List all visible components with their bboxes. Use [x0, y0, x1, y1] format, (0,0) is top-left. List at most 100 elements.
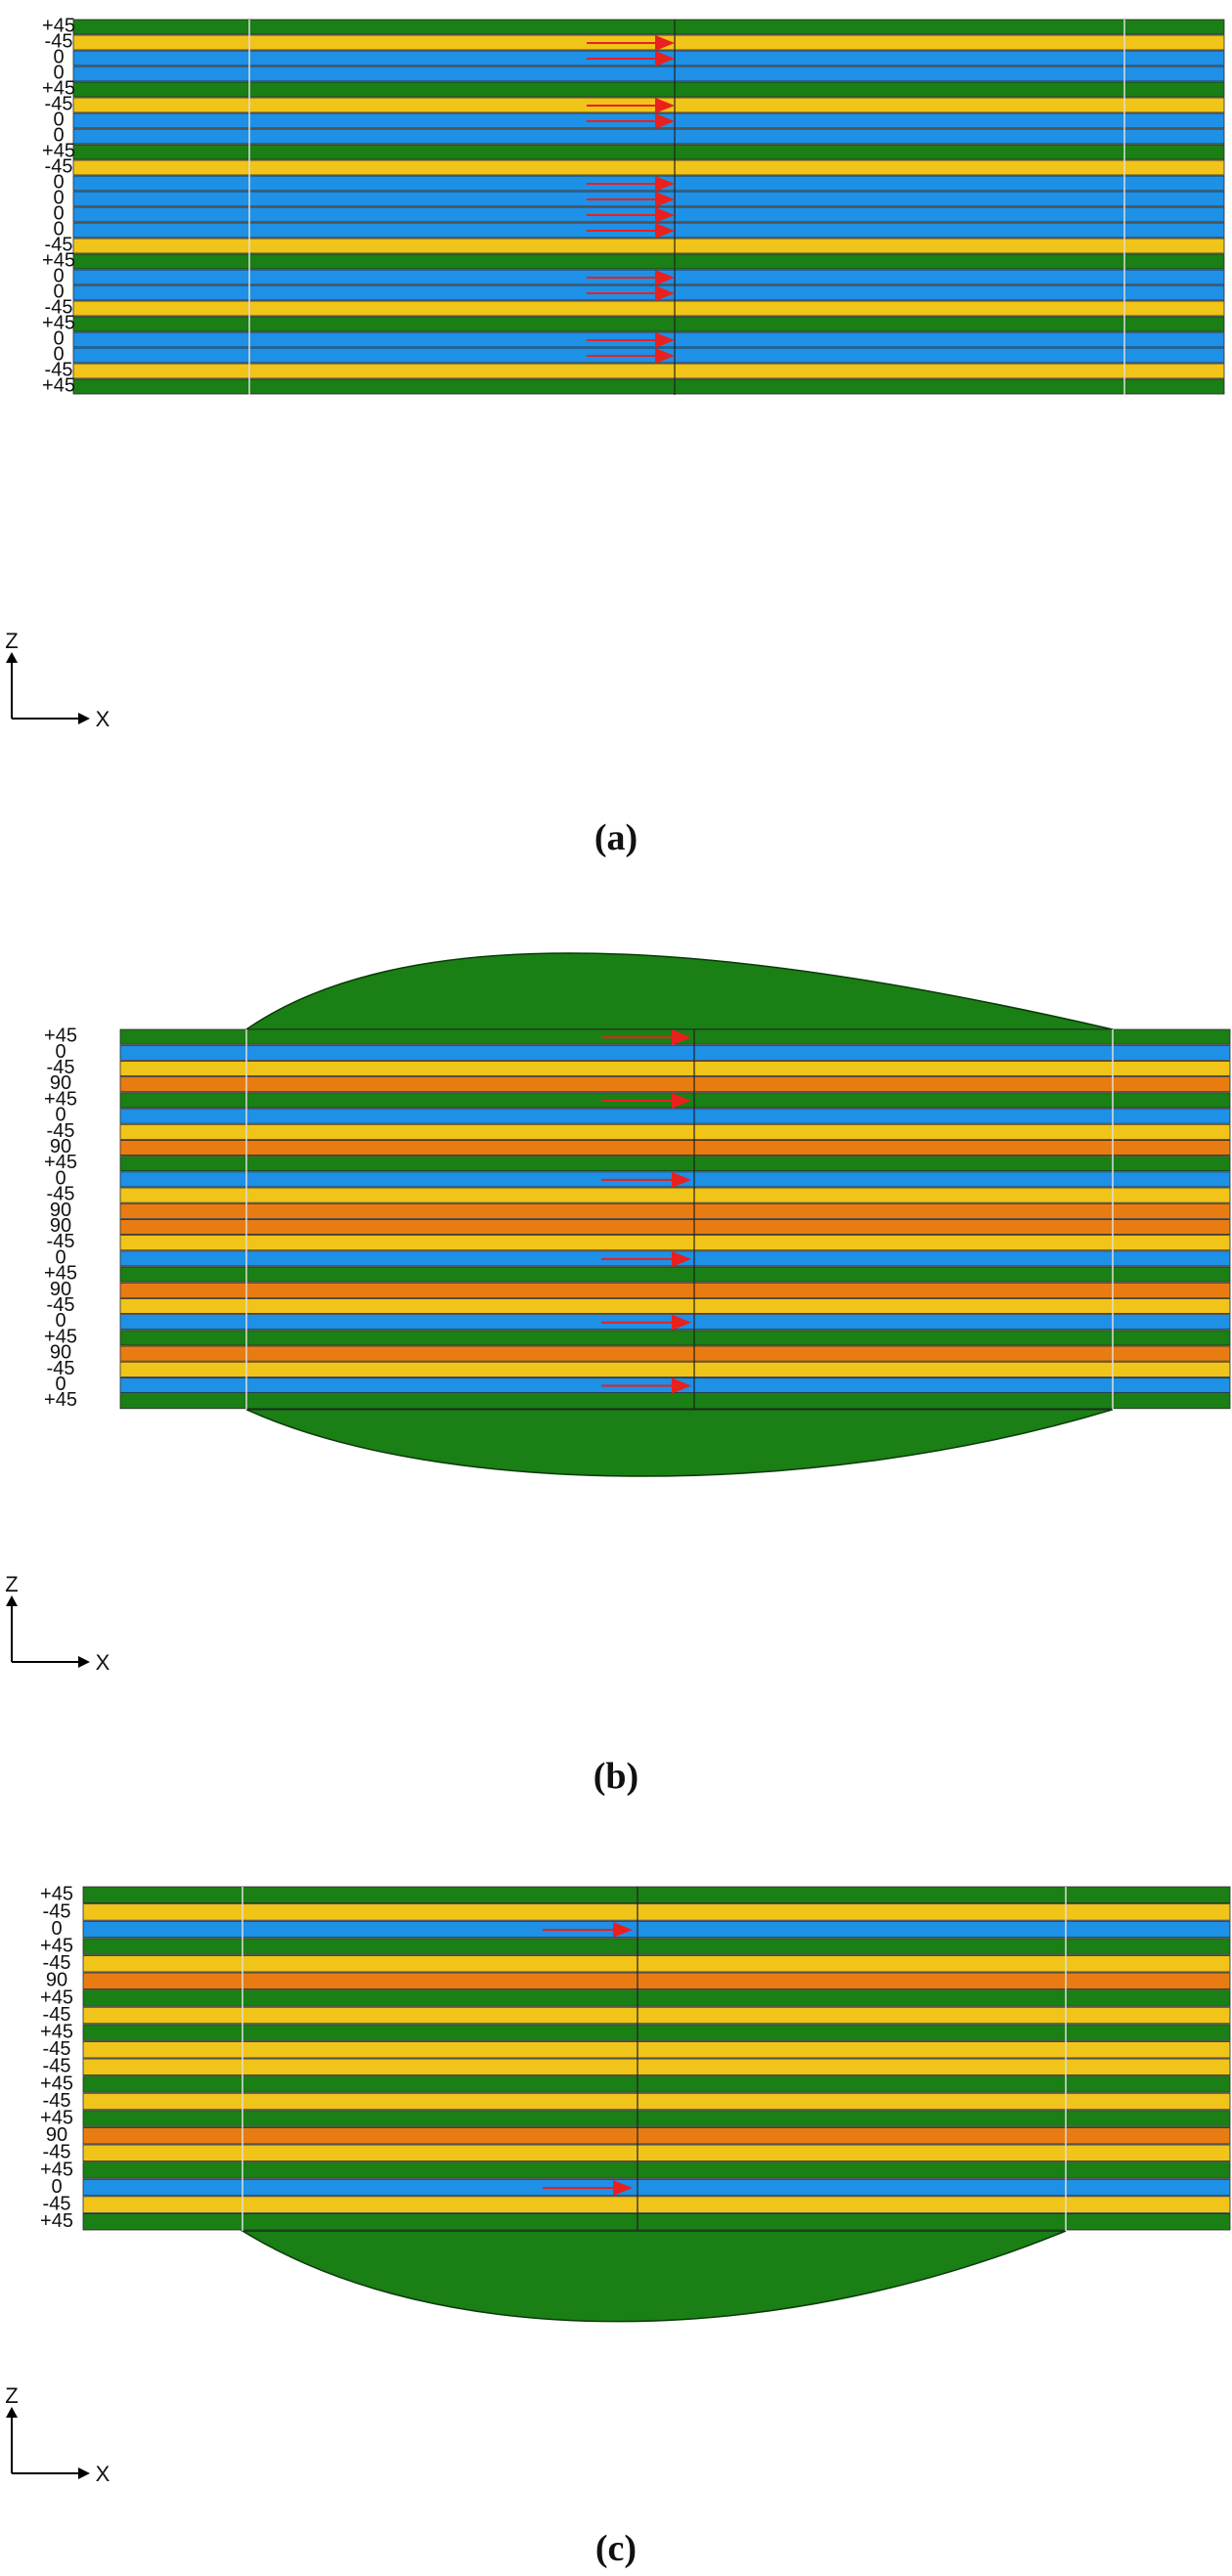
- ply-angle-label: 0: [53, 327, 64, 349]
- bottom-bulge: [245, 1409, 1114, 1477]
- ply-angle-label: +45: [40, 2022, 73, 2043]
- ply-angle-label: 90: [50, 1279, 71, 1300]
- ply-layer: [82, 1938, 1231, 1955]
- ply-layer: [119, 1076, 1231, 1093]
- ply-angle-label: -45: [43, 2090, 71, 2112]
- z-axis-label: Z: [5, 2383, 18, 2408]
- ply-angle-label: +45: [44, 1389, 77, 1411]
- ply-angle-label: 0: [55, 1374, 66, 1395]
- ply-layer: [82, 1920, 1231, 1939]
- ply-layer: [119, 1282, 1231, 1298]
- ply-stack: +45-450+45-4590+45-45+45-45-45+45-45+459…: [40, 1884, 1231, 2323]
- ply-angle-label: 0: [55, 1310, 66, 1332]
- ply-layer: [119, 1235, 1231, 1251]
- ply-stack: +450-4590+450-4590+450-459090-450+4590-4…: [44, 952, 1231, 1477]
- panel-b: +45 0 -45 90 +45 0 -45 90 +45 0 -45 90 90 -45 0 +45 90 -4…: [0, 929, 1232, 1809]
- ply-layer: [119, 1330, 1231, 1346]
- ply-angle-label: 90: [46, 2124, 67, 2146]
- ply-layer: [82, 2212, 1231, 2231]
- ply-angle-label: +45: [42, 15, 75, 36]
- ply-layer: [119, 1187, 1231, 1203]
- ply-layer: [119, 1108, 1231, 1124]
- ply-angle-label: +45: [42, 77, 75, 99]
- ply-angle-label: 0: [55, 1041, 66, 1063]
- ply-angle-label: +45: [44, 1088, 77, 1110]
- ply-layer: [82, 2161, 1231, 2179]
- ply-layer: [82, 2144, 1231, 2162]
- axis-indicator: ZX: [5, 1572, 110, 1675]
- ply-layer: [82, 2110, 1231, 2127]
- ply-layer: [119, 1393, 1231, 1410]
- ply-layer: [119, 1123, 1231, 1140]
- ply-layer: [82, 1903, 1231, 1921]
- ply-layer: [82, 1955, 1231, 1973]
- x-axis-label: X: [96, 1650, 110, 1675]
- ply-layer: [72, 19, 1225, 35]
- ply-angle-label: -45: [47, 1120, 75, 1142]
- z-axis-label: Z: [5, 629, 18, 653]
- caption-b: (b): [593, 1756, 639, 1797]
- caption-c: (c): [594, 2528, 638, 2569]
- axis-indicator: ZX: [5, 2383, 110, 2486]
- ply-angle-label: -45: [43, 1952, 71, 1974]
- laminate-diagram-a: +45-4500+45-4500+45-450000-45+4500-45+45…: [5, 15, 1225, 731]
- ply-layer: [119, 1202, 1231, 1219]
- ply-angle-label: 90: [50, 1200, 71, 1221]
- ply-angle-label: 0: [55, 1246, 66, 1268]
- ply-layer: [119, 1361, 1231, 1377]
- ply-layer: [82, 2126, 1231, 2145]
- ply-angle-label: 0: [51, 2176, 62, 2198]
- ply-angle-label: 0: [53, 281, 64, 302]
- z-axis-label: Z: [5, 1572, 18, 1596]
- ply-layer: [72, 253, 1225, 270]
- ply-angle-label: 0: [53, 343, 64, 365]
- ply-layer: [72, 378, 1225, 395]
- ply-angle-label: -45: [47, 1057, 75, 1078]
- ply-layer: [119, 1345, 1231, 1362]
- ply-layer: [72, 316, 1225, 332]
- ply-layer: [72, 363, 1225, 379]
- ply-angle-label: +45: [42, 312, 75, 333]
- ply-angle-label: -45: [43, 1900, 71, 1922]
- ply-angle-label: -45: [43, 2038, 71, 2060]
- ply-angle-label: -45: [47, 1184, 75, 1205]
- ply-angle-label: 90: [46, 1970, 67, 1991]
- ply-angle-label: 90: [50, 1072, 71, 1094]
- ply-angle-label: -45: [47, 1231, 75, 1252]
- ply-angle-label: 0: [53, 187, 64, 208]
- ply-layer: [119, 1218, 1231, 1235]
- ply-angle-label: 0: [53, 202, 64, 224]
- ply-layer: [119, 1156, 1231, 1172]
- laminate-diagram-c: +45-450+45-4590+45-45+45-45-45+45-45+459…: [5, 1884, 1231, 2486]
- ply-layer: [82, 1886, 1231, 1904]
- top-bulge: [243, 952, 1114, 1030]
- ply-angle-label: -45: [45, 30, 73, 52]
- ply-angle-label: +45: [40, 2073, 73, 2094]
- ply-layer: [82, 2040, 1231, 2059]
- ply-angle-label: +45: [44, 1326, 77, 1347]
- ply-layer: [72, 238, 1225, 254]
- ply-angle-label: -45: [45, 234, 73, 255]
- ply-angle-label: +45: [44, 1152, 77, 1173]
- axis-indicator: ZX: [5, 629, 110, 731]
- ply-angle-label: +45: [42, 374, 75, 396]
- ply-angle-label: 90: [50, 1342, 71, 1364]
- ply-angle-label: +45: [44, 1026, 77, 1047]
- ply-angle-label: -45: [47, 1358, 75, 1379]
- x-axis-label: X: [96, 2462, 110, 2486]
- ply-layer: [119, 1060, 1231, 1076]
- ply-angle-label: -45: [43, 2194, 71, 2215]
- ply-layer: [72, 144, 1225, 160]
- ply-layer: [82, 2058, 1231, 2076]
- panel-c: +45 -45 0 +45 -45 90 +45 -45 +45 -45 -45 +45 -45 +45 9…: [0, 1872, 1232, 2576]
- ply-angle-label: -45: [45, 93, 73, 114]
- ply-angle-label: 0: [51, 1918, 62, 1940]
- ply-angle-label: 0: [53, 171, 64, 193]
- ply-angle-label: +45: [40, 1884, 73, 1905]
- ply-angle-label: -45: [45, 359, 73, 380]
- ply-layer: [82, 1972, 1231, 1990]
- ply-layer: [72, 159, 1225, 176]
- ply-angle-label: +45: [40, 2159, 73, 2180]
- ply-angle-label: 0: [53, 62, 64, 83]
- ply-angle-label: -45: [43, 2056, 71, 2077]
